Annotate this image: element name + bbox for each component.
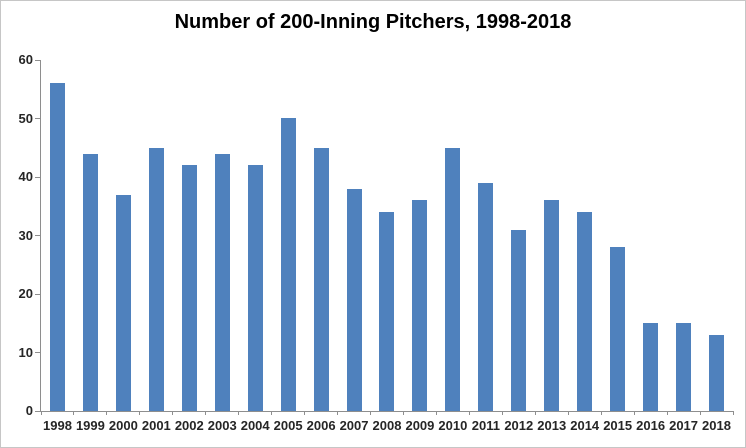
x-tick-label: 2017 <box>669 418 699 433</box>
x-tick-label: 2012 <box>504 418 534 433</box>
x-tick-label: 2015 <box>603 418 633 433</box>
bar-2013 <box>544 200 559 411</box>
bar-2009 <box>412 200 427 411</box>
plot-area: 0 10 20 30 40 50 60 1998 1999 2000 2001 2002 2003 20… <box>19 52 734 433</box>
x-tick-label: 2004 <box>240 418 270 433</box>
x-axis-tick <box>435 411 437 415</box>
x-tick-label: 2000 <box>108 418 138 433</box>
x-axis-tick <box>699 411 701 415</box>
y-tick-label: 60 <box>18 52 33 67</box>
bar-2011 <box>478 183 493 411</box>
x-axis-tick <box>600 411 602 415</box>
y-tick-label: 50 <box>18 110 33 126</box>
bar-2016 <box>643 323 658 411</box>
y-axis-tick <box>35 59 40 61</box>
x-axis-tick <box>337 411 339 415</box>
x-tick-label: 2006 <box>306 418 336 433</box>
x-tick-label: 2016 <box>636 418 666 433</box>
y-axis-tick <box>35 235 40 236</box>
bar-2007 <box>347 189 362 411</box>
bar-2002 <box>182 165 197 411</box>
x-tick-label: 2010 <box>438 418 468 433</box>
x-axis-tick <box>238 411 240 415</box>
x-tick-label: 2007 <box>339 418 369 433</box>
x-axis-tick <box>73 411 75 415</box>
x-tick-label: 2001 <box>141 418 171 433</box>
x-tick-label: 1999 <box>75 418 105 433</box>
y-axis-tick <box>35 410 40 412</box>
bar-2001 <box>149 148 164 411</box>
x-tick-label: 2014 <box>570 418 600 433</box>
x-axis-tick <box>633 411 635 415</box>
x-tick-label: 1998 <box>43 418 72 433</box>
bar-2006 <box>314 148 329 411</box>
x-tick-label: 2013 <box>537 418 567 433</box>
chart-title: Number of 200-Inning Pitchers, 1998-2018 <box>174 11 572 33</box>
y-axis-tick <box>35 118 40 119</box>
bar-2018 <box>709 335 724 411</box>
x-axis-tick <box>534 411 536 415</box>
y-axis-tick <box>35 176 40 178</box>
bar-2005 <box>281 118 296 411</box>
bar-2008 <box>379 212 394 411</box>
bar-2010 <box>445 148 460 411</box>
bar-2003 <box>215 154 230 411</box>
y-tick-label: 20 <box>18 286 33 301</box>
bar-2000 <box>116 195 131 411</box>
x-tick-label: 2005 <box>273 418 303 433</box>
x-axis-tick <box>205 411 207 415</box>
x-axis-tick <box>567 411 569 415</box>
bar-2012 <box>511 230 526 411</box>
x-axis-tick <box>271 411 273 415</box>
x-axis-tick <box>304 411 306 415</box>
y-axis-tick <box>35 352 40 353</box>
x-axis-tick <box>468 411 470 415</box>
y-tick-label: 0 <box>25 403 33 418</box>
x-axis-tick <box>139 411 141 415</box>
bar-2015 <box>610 247 625 411</box>
bar-1999 <box>83 154 98 411</box>
x-tick-label: 2009 <box>405 418 435 433</box>
y-tick-label: 10 <box>18 344 33 360</box>
x-axis-tick <box>106 411 108 415</box>
bar-2014 <box>577 212 592 411</box>
x-tick-label: 2002 <box>174 418 204 433</box>
y-axis-tick <box>35 293 40 295</box>
x-tick-label: 2003 <box>207 418 237 433</box>
y-tick-label: 40 <box>18 169 33 184</box>
x-axis-tick <box>666 411 668 415</box>
x-axis-tick <box>501 411 503 415</box>
x-axis-tick <box>732 411 734 415</box>
bar-1998 <box>50 83 65 411</box>
x-tick-label: 2011 <box>471 418 500 433</box>
x-axis-tick <box>40 411 42 415</box>
x-tick-label: 2008 <box>372 418 402 433</box>
bar-2004 <box>248 165 263 411</box>
x-tick-label: 2018 <box>702 418 731 433</box>
x-axis-tick <box>172 411 174 415</box>
bar-2017 <box>676 323 691 411</box>
x-axis-tick <box>402 411 404 415</box>
x-axis-tick <box>370 411 372 415</box>
y-tick-label: 30 <box>18 227 33 243</box>
